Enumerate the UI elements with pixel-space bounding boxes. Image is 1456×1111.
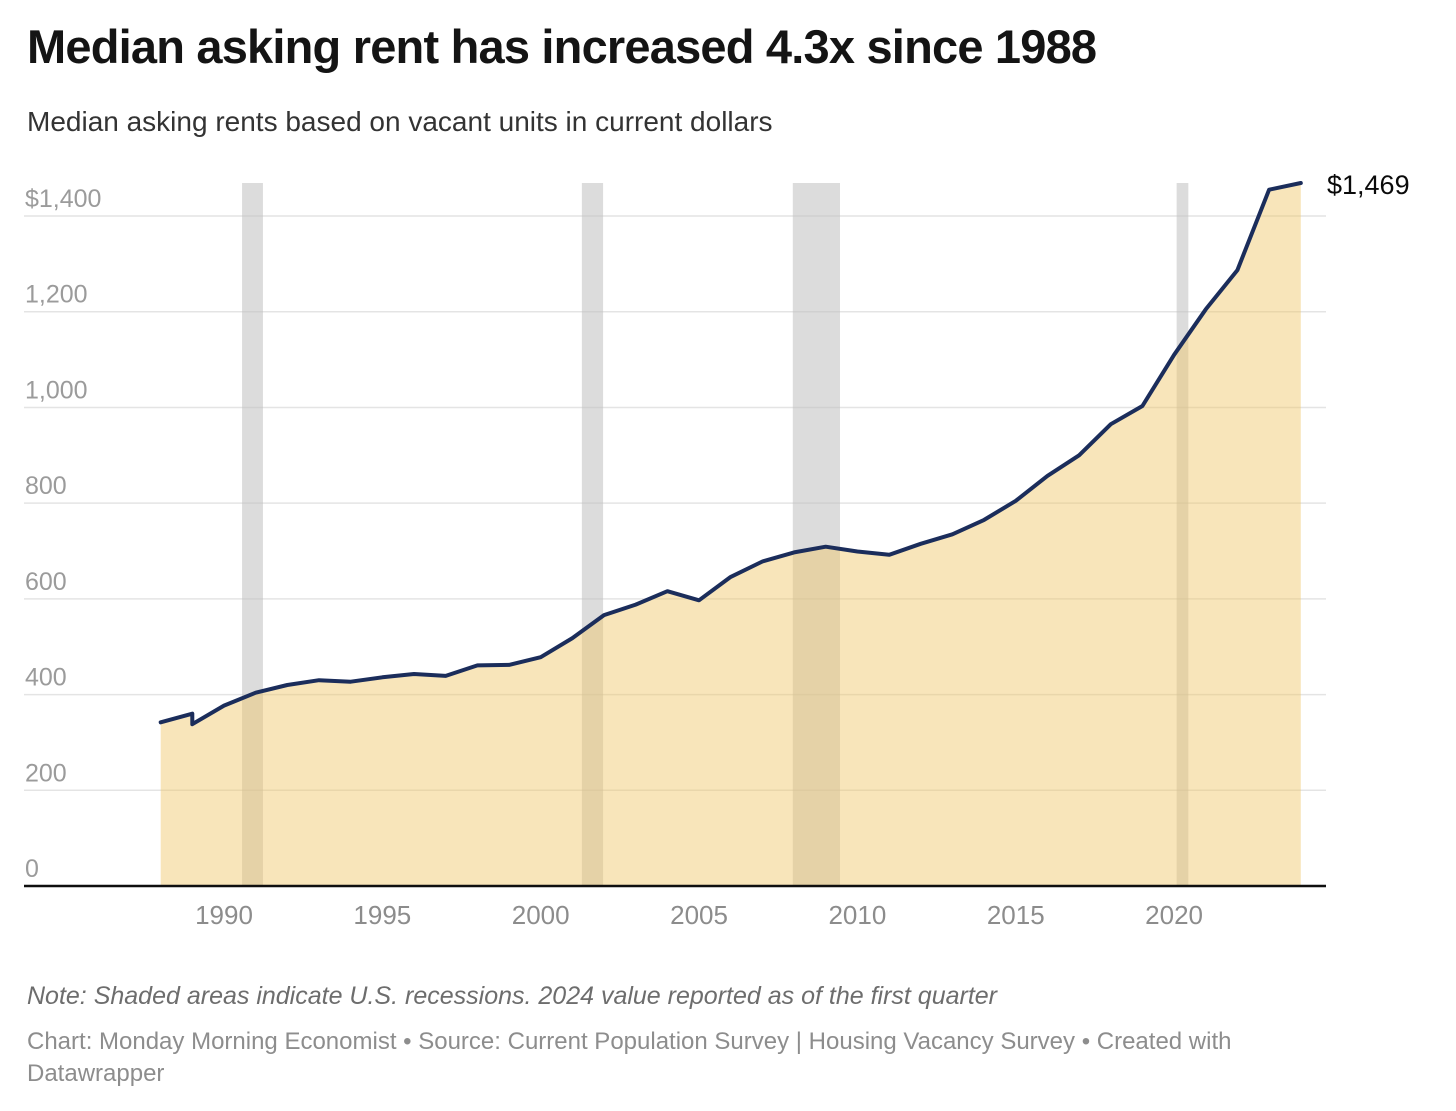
x-axis-label: 2020: [1145, 900, 1203, 930]
y-axis-label: 1,200: [25, 281, 88, 309]
recession-band: [242, 183, 263, 886]
recession-band: [792, 183, 840, 886]
value-end-label: $1,469: [1327, 170, 1410, 200]
y-axis-label: $1,400: [25, 185, 101, 213]
chart-title: Median asking rent has increased 4.3x si…: [27, 20, 1097, 73]
y-axis-label: 600: [25, 568, 67, 596]
x-axis-label: 2010: [828, 900, 886, 930]
chart-credits: Chart: Monday Morning Economist • Source…: [27, 1028, 1232, 1087]
rent-line: [158, 181, 1303, 727]
rent-area-chart: 0 200 400 600 800 1,000 1,200 $1,400 1990 1995 200…: [24, 170, 1410, 930]
chart-subtitle: Median asking rents based on vacant unit…: [27, 106, 773, 137]
y-axis-label: 0: [25, 855, 39, 883]
x-axis-label: 2005: [670, 900, 728, 930]
area-fill: [160, 183, 1301, 886]
y-axis-label: 1,000: [25, 376, 88, 404]
chart-note: Note: Shaded areas indicate U.S. recessi…: [27, 982, 997, 1010]
x-axis-label: 1990: [195, 900, 253, 930]
y-axis-label: 200: [25, 759, 67, 787]
recession-band: [1176, 183, 1189, 886]
recession-band: [581, 183, 604, 886]
y-axis-label: 400: [25, 664, 67, 692]
y-axis-label: 800: [25, 472, 67, 500]
x-axis-label: 2015: [987, 900, 1045, 930]
x-axis-label: 2000: [512, 900, 570, 930]
x-axis-label: 1995: [353, 900, 411, 930]
